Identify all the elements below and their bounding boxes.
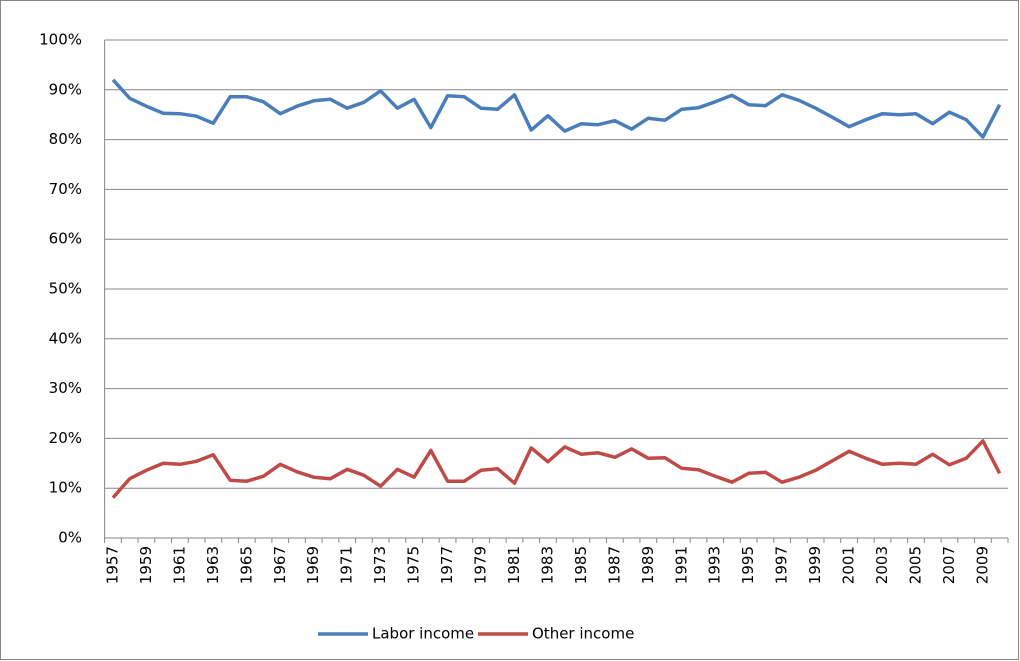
x-tick-label: 1977 bbox=[438, 546, 456, 584]
y-tick-label: 10% bbox=[49, 479, 82, 497]
series-line bbox=[111, 439, 1002, 499]
y-tick-label: 60% bbox=[49, 230, 82, 248]
y-tick-label: 90% bbox=[49, 80, 82, 98]
x-tick-label: 1957 bbox=[103, 546, 121, 584]
x-tick-label: 1993 bbox=[706, 546, 724, 584]
x-tick-label: 1979 bbox=[472, 546, 490, 584]
x-tick-label: 1999 bbox=[806, 546, 824, 584]
x-tick-label: 1985 bbox=[572, 546, 590, 584]
x-tick-label: 2001 bbox=[840, 546, 858, 584]
x-tick-label: 1989 bbox=[639, 546, 657, 584]
x-tick-label: 1967 bbox=[271, 546, 289, 584]
x-tick-label: 1991 bbox=[672, 546, 690, 584]
x-tick-label: 2007 bbox=[940, 546, 958, 584]
x-tick-label: 1961 bbox=[170, 546, 188, 584]
x-tick-label: 1963 bbox=[204, 546, 222, 584]
y-tick-label: 20% bbox=[49, 429, 82, 447]
y-tick-label: 50% bbox=[49, 280, 82, 298]
x-tick-label: 2003 bbox=[873, 546, 891, 584]
x-tick-label: 2009 bbox=[973, 546, 991, 584]
x-tick-label: 1995 bbox=[739, 546, 757, 584]
y-tick-label: 30% bbox=[49, 379, 82, 397]
x-tick-label: 1973 bbox=[371, 546, 389, 584]
x-tick-label: 1959 bbox=[137, 546, 155, 584]
series-line bbox=[111, 78, 1002, 139]
x-tick-label: 1971 bbox=[338, 546, 356, 584]
x-tick-label: 1969 bbox=[304, 546, 322, 584]
y-tick-label: 40% bbox=[49, 329, 82, 347]
x-tick-label: 1987 bbox=[605, 546, 623, 584]
x-tick-label: 1997 bbox=[773, 546, 791, 584]
x-tick-label: 1983 bbox=[538, 546, 556, 584]
legend-label: Other income bbox=[532, 625, 634, 643]
x-tick-label: 2005 bbox=[906, 546, 924, 584]
x-tick-label: 1981 bbox=[505, 546, 523, 584]
y-tick-label: 80% bbox=[49, 130, 82, 148]
legend-label: Labor income bbox=[372, 625, 474, 643]
x-tick-label: 1965 bbox=[237, 546, 255, 584]
y-tick-label: 100% bbox=[39, 31, 82, 49]
y-tick-label: 0% bbox=[58, 529, 82, 547]
y-tick-label: 70% bbox=[49, 180, 82, 198]
x-tick-label: 1975 bbox=[405, 546, 423, 584]
